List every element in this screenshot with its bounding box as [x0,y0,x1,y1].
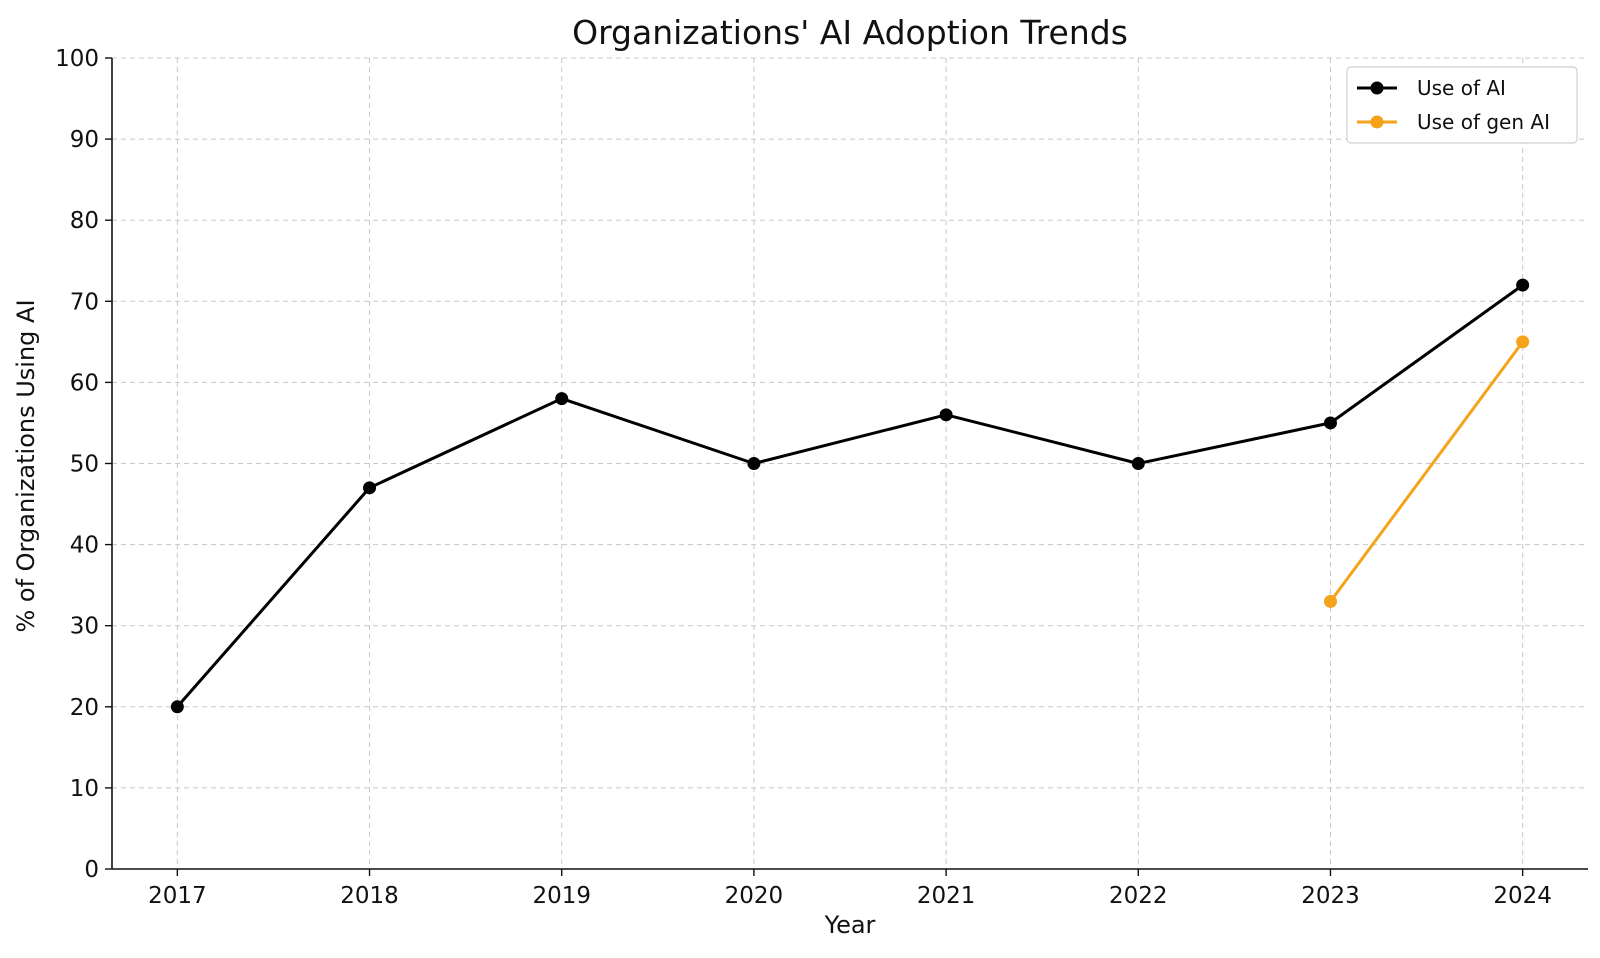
x-tick-label: 2019 [532,883,591,909]
y-tick-label: 50 [70,452,99,478]
y-tick-label: 30 [70,614,99,640]
data-point [1323,416,1337,430]
series-line [176,283,1524,708]
y-axis-label: % of Organizations Using AI [12,299,40,632]
y-tick-label: 90 [70,127,99,153]
y-tick-label: 60 [70,370,99,396]
y-tick-label: 100 [55,46,99,72]
data-point [747,457,761,470]
legend-label: Use of AI [1417,76,1506,100]
x-tick-label: 2021 [917,883,976,909]
series-lines [170,278,1530,714]
y-tick-label: 10 [70,776,99,802]
x-axis-label: Year [824,911,876,939]
grid-lines [112,57,1588,869]
x-tick-label: 2017 [148,883,207,909]
y-tick-label: 70 [70,289,99,315]
x-tick-label: 2020 [725,883,784,909]
x-tick-label: 2024 [1493,883,1552,909]
y-tick-label: 40 [70,533,99,559]
data-point [1131,457,1145,470]
chart-title: Organizations' AI Adoption Trends [572,13,1128,52]
y-tick-label: 20 [70,695,99,721]
x-tick-label: 2022 [1109,883,1168,909]
series-line [1329,341,1524,603]
legend-marker [1370,81,1384,95]
legend-label: Use of gen AI [1417,110,1550,134]
axis-ticks: 0 10 20 30 40 50 60 70 80 90 100 2017 2018 2019 2020 20… [55,46,1552,909]
data-point [939,408,953,422]
data-point [1323,594,1337,608]
x-tick-label: 2018 [340,883,399,909]
y-tick-label: 80 [70,208,99,234]
x-tick-label: 2023 [1301,883,1360,909]
data-point [1516,335,1530,349]
legend: Use of AI Use of gen AI [1346,66,1578,144]
legend-marker [1370,115,1384,129]
data-point [363,481,377,495]
data-point [555,392,569,406]
data-point [170,700,184,714]
y-tick-label: 0 [84,857,99,883]
data-point [1516,278,1530,292]
legend-box [1346,66,1578,144]
